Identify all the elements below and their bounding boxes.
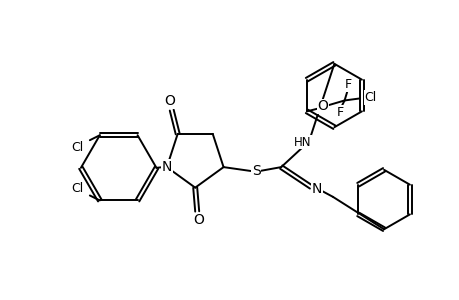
Text: F: F (344, 78, 351, 91)
Text: HN: HN (294, 136, 311, 149)
Text: S: S (252, 164, 260, 178)
Text: Cl: Cl (71, 141, 83, 154)
Text: O: O (317, 99, 327, 113)
Text: N: N (311, 182, 321, 196)
Text: Cl: Cl (71, 182, 83, 195)
Text: F: F (336, 106, 343, 119)
Text: O: O (193, 213, 204, 227)
Text: O: O (164, 94, 175, 108)
Text: N: N (161, 160, 172, 174)
Text: Cl: Cl (364, 91, 376, 104)
